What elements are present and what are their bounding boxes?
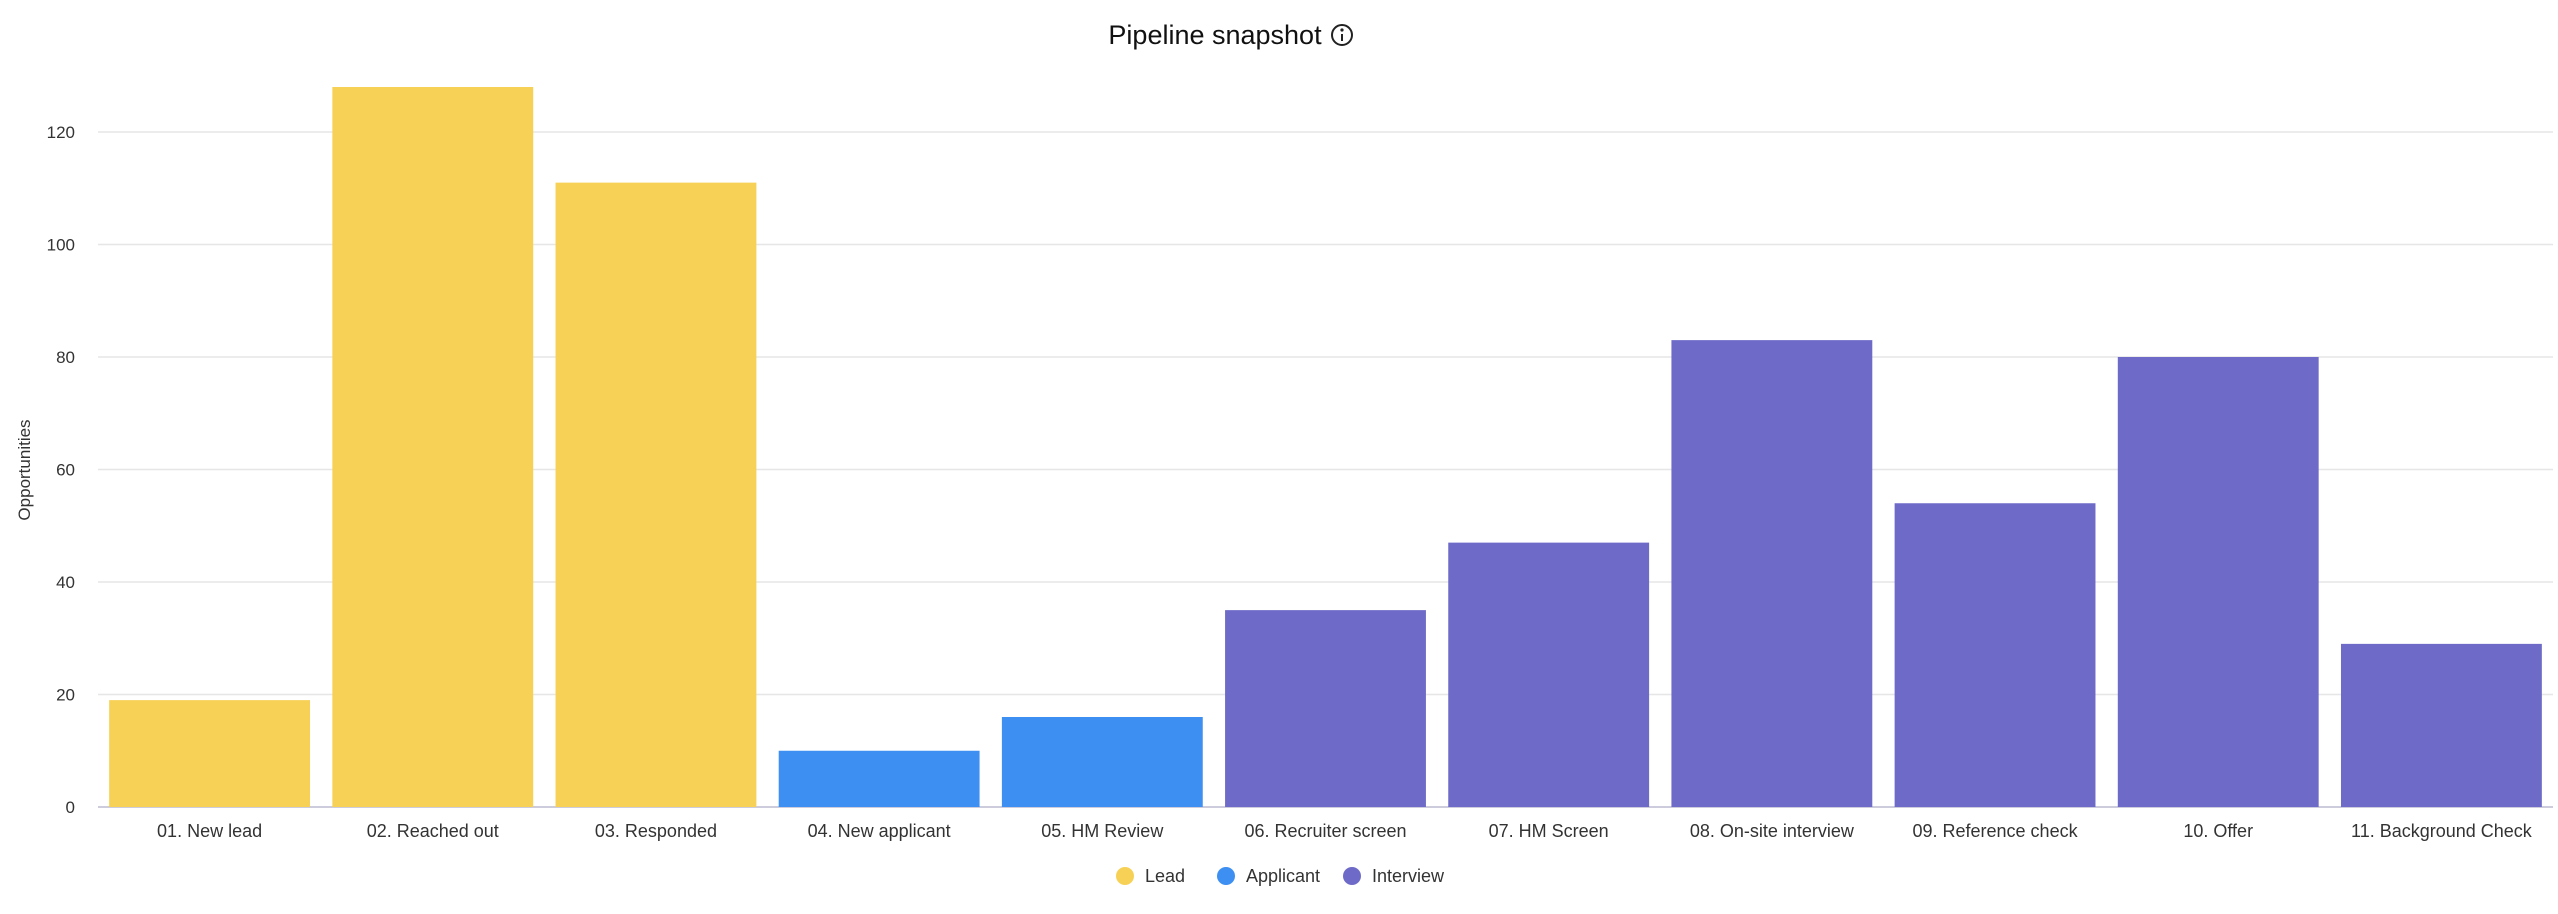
bar-4[interactable] xyxy=(778,750,980,807)
bar-6[interactable] xyxy=(1225,610,1426,807)
bar-5[interactable] xyxy=(1001,717,1203,807)
x-tick-label: 10. Offer xyxy=(2183,821,2253,841)
x-tick-label: 06. Recruiter screen xyxy=(1244,821,1406,841)
y-axis-label: Opportunities xyxy=(15,419,34,520)
legend-label: Applicant xyxy=(1246,866,1320,886)
x-tick-label: 01. New lead xyxy=(157,821,262,841)
bar-8[interactable] xyxy=(1671,340,1873,807)
x-tick-label: 08. On-site interview xyxy=(1690,821,1855,841)
chart-title: Pipeline snapshot xyxy=(1108,20,1322,50)
legend-item-interview[interactable]: Interview xyxy=(1343,866,1445,886)
legend-swatch xyxy=(1343,867,1361,885)
x-tick-label: 05. HM Review xyxy=(1041,821,1164,841)
bar-9[interactable] xyxy=(1894,503,2096,807)
info-icon[interactable] xyxy=(1331,24,1353,46)
x-tick-label: 04. New applicant xyxy=(808,821,951,841)
x-tick-label: 07. HM Screen xyxy=(1489,821,1609,841)
bar-11[interactable] xyxy=(2340,643,2542,807)
bar-10[interactable] xyxy=(2117,357,2319,807)
legend-swatch xyxy=(1116,867,1134,885)
bar-1[interactable] xyxy=(109,700,311,807)
legend-label: Lead xyxy=(1145,866,1185,886)
y-tick-label: 100 xyxy=(47,236,75,255)
x-tick-label: 02. Reached out xyxy=(367,821,499,841)
legend-swatch xyxy=(1217,867,1235,885)
bar-3[interactable] xyxy=(555,182,757,807)
y-tick-label: 40 xyxy=(56,573,75,592)
y-tick-label: 0 xyxy=(66,798,75,817)
y-tick-label: 20 xyxy=(56,686,75,705)
x-tick-label: 03. Responded xyxy=(595,821,717,841)
y-tick-label: 80 xyxy=(56,348,75,367)
bar-7[interactable] xyxy=(1448,542,1650,807)
legend-item-lead[interactable]: Lead xyxy=(1116,866,1185,886)
x-tick-label: 11. Background Check xyxy=(2351,821,2533,841)
x-tick-label: 09. Reference check xyxy=(1912,821,2078,841)
legend-label: Interview xyxy=(1372,866,1445,886)
bar-2[interactable] xyxy=(332,87,534,807)
y-tick-label: 60 xyxy=(56,461,75,480)
y-tick-label: 120 xyxy=(47,123,75,142)
legend-item-applicant[interactable]: Applicant xyxy=(1217,866,1320,886)
